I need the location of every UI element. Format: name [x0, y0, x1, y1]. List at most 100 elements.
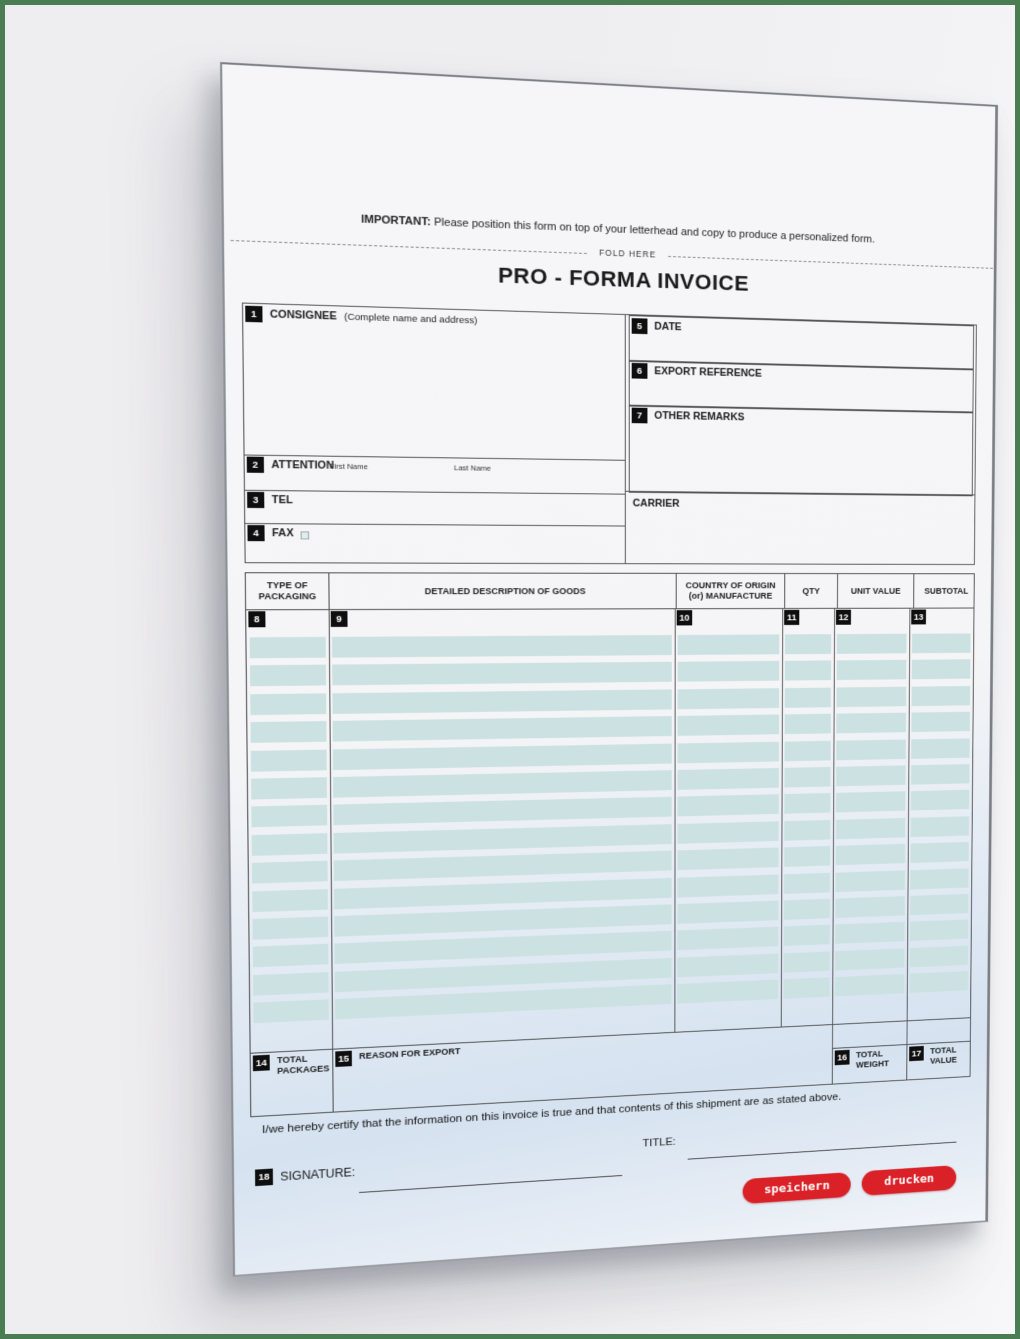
fax-checkbox[interactable]	[301, 531, 310, 540]
goods-entry-field[interactable]	[784, 713, 831, 735]
goods-entry-field[interactable]	[836, 765, 906, 787]
goods-entry-field[interactable]	[677, 661, 780, 683]
goods-entry-field[interactable]	[250, 749, 327, 772]
goods-entry-field[interactable]	[333, 877, 672, 909]
goods-entry-field[interactable]	[835, 817, 906, 840]
goods-entry-field[interactable]	[252, 916, 329, 940]
goods-table: TYPE OF PACKAGING DETAILED DESCRIPTION O…	[244, 572, 975, 1118]
carrier-field[interactable]: CARRIER	[625, 491, 975, 564]
goods-entry-field[interactable]	[252, 944, 329, 968]
total-value-cell[interactable]: 17 TOTAL VALUE	[906, 1040, 971, 1081]
goods-entry-field[interactable]	[835, 948, 905, 971]
fax-label: FAX	[271, 527, 294, 540]
tel-field[interactable]: 3 TEL	[245, 490, 625, 526]
save-button[interactable]: speichern	[742, 1172, 851, 1205]
goods-entry-field[interactable]	[835, 974, 905, 997]
goods-entry-field[interactable]	[253, 971, 329, 996]
goods-entry-field[interactable]	[911, 685, 971, 706]
total-packages-cell[interactable]: 14 TOTAL PACKAGES	[250, 1048, 333, 1118]
goods-entry-field[interactable]	[677, 767, 779, 790]
goods-entry-field[interactable]	[835, 896, 905, 918]
goods-entry-field[interactable]	[251, 805, 328, 828]
goods-entry-field[interactable]	[783, 925, 830, 947]
goods-entry-field[interactable]	[910, 790, 970, 811]
signature-line[interactable]	[359, 1175, 623, 1194]
goods-entry-field[interactable]	[251, 777, 327, 800]
goods-entry-field[interactable]	[911, 633, 971, 654]
goods-entry-field[interactable]	[911, 764, 970, 785]
goods-entry-field[interactable]	[331, 635, 672, 658]
attention-field[interactable]: 2 ATTENTION First Name Last Name	[245, 455, 625, 494]
goods-entry-field[interactable]	[677, 847, 779, 871]
goods-entry-field[interactable]	[677, 794, 779, 817]
goods-entry-field[interactable]	[251, 832, 328, 856]
goods-entry-field[interactable]	[836, 712, 907, 734]
goods-entry-field[interactable]	[677, 874, 779, 898]
goods-entry-field[interactable]	[249, 665, 327, 687]
goods-entry-field[interactable]	[911, 711, 970, 733]
goods-entry-field[interactable]	[784, 634, 832, 655]
goods-entry-field[interactable]	[835, 791, 906, 813]
goods-entry-field[interactable]	[677, 900, 779, 924]
goods-entry-field[interactable]	[784, 687, 831, 708]
goods-entry-field[interactable]	[249, 636, 326, 659]
goods-entry-field[interactable]	[677, 634, 780, 656]
goods-entry-field[interactable]	[911, 659, 971, 680]
goods-entry-field[interactable]	[909, 919, 969, 942]
goods-entry-field[interactable]	[910, 893, 969, 916]
goods-entry-field[interactable]	[250, 721, 327, 744]
fax-field[interactable]: 4 FAX	[245, 523, 625, 563]
goods-entry-field[interactable]	[251, 860, 328, 884]
goods-entry-field[interactable]	[333, 797, 672, 826]
goods-entry-field[interactable]	[784, 766, 831, 788]
goods-entry-field[interactable]	[835, 843, 906, 866]
goods-entry-field[interactable]	[910, 842, 969, 864]
goods-entry-field[interactable]	[252, 888, 328, 912]
goods-entry-field[interactable]	[333, 850, 672, 882]
goods-entry-field[interactable]	[836, 686, 907, 707]
title-line[interactable]	[687, 1141, 957, 1160]
goods-entry-field[interactable]	[783, 977, 830, 999]
print-button[interactable]: drucken	[861, 1165, 957, 1196]
goods-entry-field[interactable]	[332, 743, 672, 770]
goods-entry-field[interactable]	[677, 953, 779, 978]
goods-entry-field[interactable]	[333, 770, 672, 798]
total-weight-cell[interactable]: 16 TOTAL WEIGHT	[831, 1044, 908, 1085]
goods-entry-field[interactable]	[250, 693, 327, 715]
goods-entry-field[interactable]	[332, 689, 672, 714]
goods-entry-field[interactable]	[677, 926, 779, 951]
goods-entry-field[interactable]	[835, 870, 905, 892]
goods-entry-field[interactable]	[677, 741, 779, 764]
goods-entry-field[interactable]	[835, 922, 905, 945]
consignee-box[interactable]: 1 CONSIGNEE (Complete name and address)	[243, 304, 625, 460]
goods-entry-field[interactable]	[677, 687, 780, 710]
goods-entry-field[interactable]	[784, 846, 831, 868]
goods-entry-field[interactable]	[910, 868, 969, 890]
goods-entry-field[interactable]	[783, 951, 830, 973]
goods-entry-field[interactable]	[783, 898, 830, 920]
goods-entry-field[interactable]	[677, 714, 780, 737]
goods-entry-field[interactable]	[253, 999, 329, 1024]
goods-entry-field[interactable]	[784, 819, 831, 841]
goods-entry-field[interactable]	[784, 872, 831, 894]
other-remarks-box[interactable]: 7 OTHER REMARKS	[628, 404, 974, 497]
goods-entry-field[interactable]	[677, 821, 779, 844]
goods-entry-field[interactable]	[836, 633, 907, 654]
field-number: 17	[909, 1045, 924, 1062]
goods-entry-field[interactable]	[909, 945, 968, 968]
goods-entry-field[interactable]	[332, 662, 672, 686]
field-number: 16	[834, 1049, 850, 1066]
goods-entry-field[interactable]	[836, 739, 906, 760]
goods-entry-field[interactable]	[836, 660, 907, 681]
goods-entry-field[interactable]	[784, 740, 831, 761]
goods-entry-field[interactable]	[334, 904, 672, 937]
goods-entry-field[interactable]	[784, 793, 831, 815]
consignee-label: CONSIGNEE	[269, 308, 337, 323]
goods-entry-field[interactable]	[911, 738, 970, 759]
goods-entry-field[interactable]	[333, 823, 672, 854]
goods-entry-field[interactable]	[909, 971, 968, 994]
goods-entry-field[interactable]	[677, 979, 779, 1004]
goods-entry-field[interactable]	[784, 660, 832, 681]
goods-entry-field[interactable]	[910, 816, 970, 837]
goods-entry-field[interactable]	[332, 716, 672, 742]
